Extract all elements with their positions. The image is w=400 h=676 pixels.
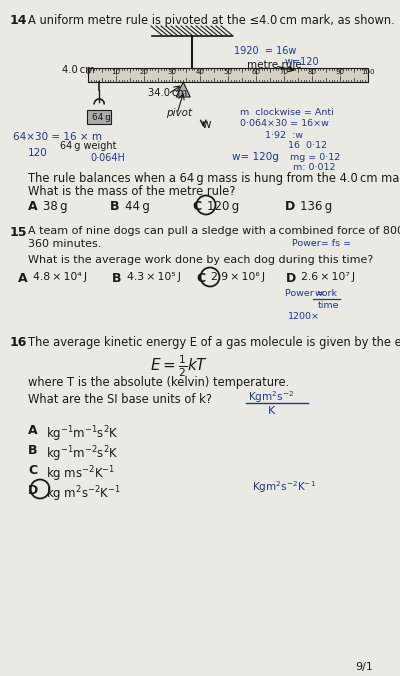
Text: A uniform metre rule is pivoted at the ≤4.0 cm mark, as shown.: A uniform metre rule is pivoted at the ≤… [28, 14, 395, 27]
Text: 120 g: 120 g [207, 200, 239, 213]
Text: 64 g: 64 g [92, 113, 111, 122]
Bar [88, 68, 368, 82]
Text: 0·064×30 = 16×w: 0·064×30 = 16×w [240, 119, 329, 128]
Text: pivot: pivot [166, 108, 192, 118]
Text: 0·064H: 0·064H [90, 153, 125, 163]
Text: 1·92  :w: 1·92 :w [265, 131, 303, 140]
Text: 44 g: 44 g [125, 200, 150, 213]
Text: The average kinetic energy E of a gas molecule is given by the equation: The average kinetic energy E of a gas mo… [28, 336, 400, 349]
Text: 14: 14 [10, 14, 28, 27]
Text: 20: 20 [140, 69, 148, 75]
Text: 360 minutes.: 360 minutes. [28, 239, 101, 249]
Text: D: D [285, 200, 295, 213]
Text: What is the mass of the metre rule?: What is the mass of the metre rule? [28, 185, 235, 198]
Text: 80: 80 [308, 69, 316, 75]
Text: w=120: w=120 [285, 57, 320, 67]
Text: A: A [18, 272, 28, 285]
Text: 90: 90 [336, 69, 344, 75]
Text: 2.6 × 10⁷ J: 2.6 × 10⁷ J [301, 272, 355, 282]
Text: 34.0 cm: 34.0 cm [148, 88, 187, 98]
Text: C: C [192, 200, 201, 213]
Text: 4.0 cm: 4.0 cm [62, 65, 95, 75]
Text: w: w [201, 118, 211, 131]
Text: metre rule: metre rule [247, 60, 302, 70]
Text: 64 g weight: 64 g weight [60, 141, 116, 151]
Text: 40: 40 [196, 69, 204, 75]
Bar [87, 110, 111, 124]
Text: m  clockwise = Anti: m clockwise = Anti [240, 108, 334, 117]
Text: K: K [268, 406, 275, 416]
Text: A: A [28, 200, 38, 213]
Text: $E = \frac{1}{2}kT$: $E = \frac{1}{2}kT$ [150, 353, 208, 379]
Text: B: B [28, 444, 38, 457]
Text: C: C [28, 464, 37, 477]
Text: where T is the absolute (kelvin) temperature.: where T is the absolute (kelvin) tempera… [28, 376, 289, 389]
Text: 10: 10 [112, 69, 120, 75]
Text: The rule balances when a 64 g mass is hung from the 4.0 cm mark.: The rule balances when a 64 g mass is hu… [28, 172, 400, 185]
Text: A: A [28, 424, 38, 437]
Text: 1920  = 16w: 1920 = 16w [234, 46, 296, 56]
Text: 4.8 × 10⁴ J: 4.8 × 10⁴ J [33, 272, 87, 282]
Text: 9/1: 9/1 [355, 662, 373, 672]
Text: Kgm$^2$s$^{-2}$: Kgm$^2$s$^{-2}$ [248, 389, 294, 405]
Polygon shape [176, 82, 190, 97]
Text: 70: 70 [280, 69, 288, 75]
Text: 136 g: 136 g [300, 200, 332, 213]
Text: 16: 16 [10, 336, 27, 349]
Text: work: work [315, 289, 338, 298]
Text: Power =: Power = [285, 289, 325, 298]
Text: kg ms$^{-2}$K$^{-1}$: kg ms$^{-2}$K$^{-1}$ [46, 464, 115, 483]
Text: mg = 0·12: mg = 0·12 [290, 153, 340, 162]
Text: 50: 50 [224, 69, 232, 75]
Text: 2.9 × 10⁶ J: 2.9 × 10⁶ J [211, 272, 265, 282]
Text: D: D [28, 484, 38, 497]
Text: m: 0·012: m: 0·012 [293, 163, 336, 172]
Text: kg m$^{2}$s$^{-2}$K$^{-1}$: kg m$^{2}$s$^{-2}$K$^{-1}$ [46, 484, 121, 504]
Text: 60: 60 [252, 69, 260, 75]
Text: 100: 100 [361, 69, 375, 75]
Text: 30: 30 [168, 69, 176, 75]
Text: B: B [112, 272, 122, 285]
Text: 4.3 × 10⁵ J: 4.3 × 10⁵ J [127, 272, 181, 282]
Text: Power= fs =: Power= fs = [292, 239, 351, 248]
Text: kg$^{-1}$m$^{-1}$s$^{2}$K: kg$^{-1}$m$^{-1}$s$^{2}$K [46, 424, 119, 443]
Text: D: D [286, 272, 296, 285]
Text: time: time [318, 301, 340, 310]
Text: w= 120g: w= 120g [232, 152, 279, 162]
Text: 16  0·12: 16 0·12 [288, 141, 327, 150]
Text: 64×30 = 16 × m: 64×30 = 16 × m [13, 132, 102, 142]
Text: 1200×: 1200× [288, 312, 320, 321]
Text: 0: 0 [86, 69, 90, 75]
Text: 15: 15 [10, 226, 28, 239]
Text: C: C [196, 272, 205, 285]
Text: What are the SI base units of k?: What are the SI base units of k? [28, 393, 212, 406]
Text: A team of nine dogs can pull a sledge with a combined force of 800 N at a speed : A team of nine dogs can pull a sledge wi… [28, 226, 400, 236]
Text: Kgm$^2$s$^{-2}$K$^{-1}$: Kgm$^2$s$^{-2}$K$^{-1}$ [252, 479, 316, 495]
Text: 38 g: 38 g [43, 200, 68, 213]
Text: What is the average work done by each dog during this time?: What is the average work done by each do… [28, 255, 373, 265]
Text: B: B [110, 200, 120, 213]
Text: 120: 120 [28, 148, 48, 158]
Text: kg$^{-1}$m$^{-2}$s$^{2}$K: kg$^{-1}$m$^{-2}$s$^{2}$K [46, 444, 119, 464]
